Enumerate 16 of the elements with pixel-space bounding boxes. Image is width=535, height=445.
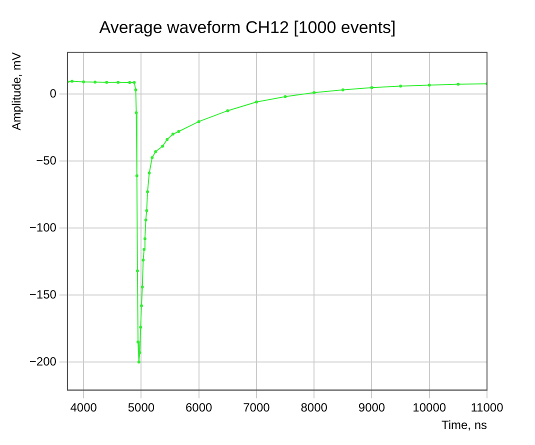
y-axis-title: Amplitude, mV — [10, 52, 24, 130]
x-tick-label: 6000 — [185, 400, 213, 415]
x-tick-label: 8000 — [300, 400, 328, 415]
y-tick-label: −50 — [36, 153, 57, 168]
x-tick-label: 9000 — [358, 400, 386, 415]
x-tick-label: 4000 — [70, 400, 98, 415]
x-axis-title: Time, ns — [441, 418, 487, 432]
x-tick-label: 7000 — [243, 400, 270, 415]
y-tick-label: −200 — [29, 354, 57, 368]
y-tick-label: 0 — [50, 86, 57, 100]
y-tick-label: −100 — [29, 220, 57, 234]
x-tick-label: 11000 — [470, 400, 504, 415]
chart-title: Average waveform CH12 [1000 events] — [99, 18, 396, 37]
x-tick-label: 5000 — [128, 400, 155, 415]
x-tick-label: 10000 — [412, 400, 446, 415]
y-tick-label: −150 — [29, 287, 57, 302]
